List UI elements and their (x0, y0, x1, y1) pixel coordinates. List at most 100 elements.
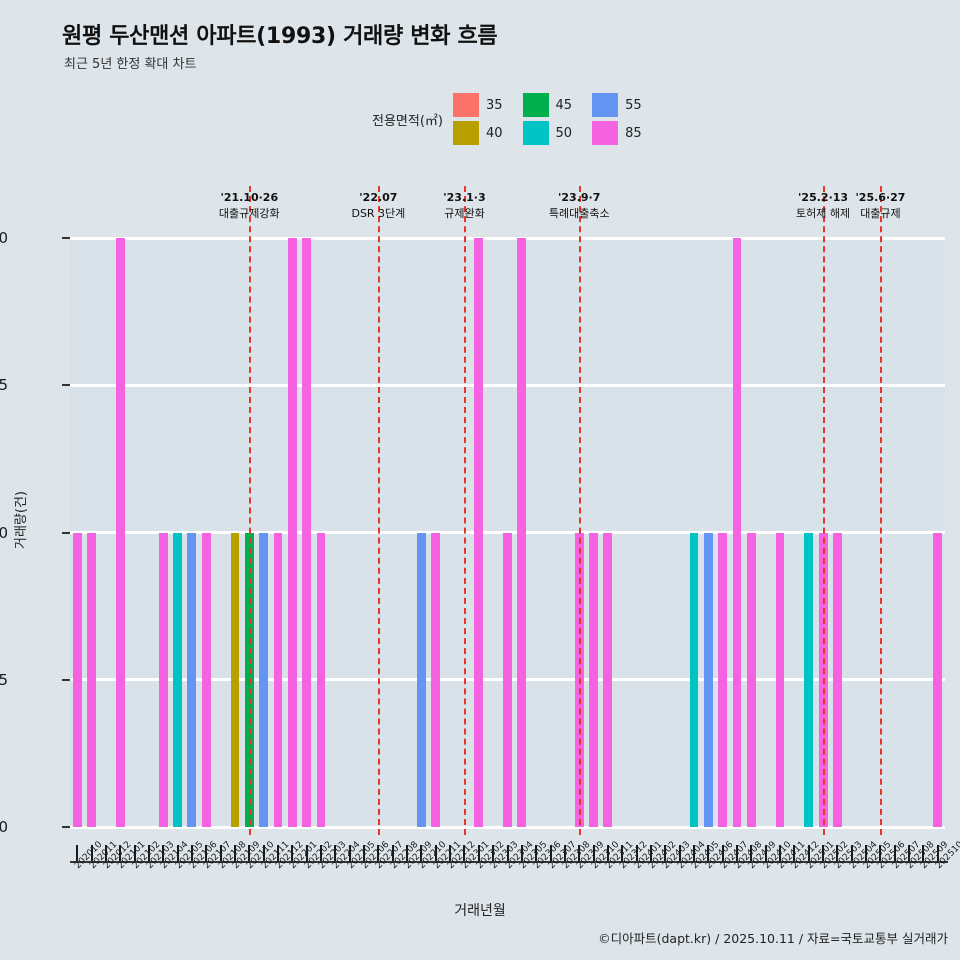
legend-item-35[interactable]: 35 (452, 93, 503, 117)
bar-202405-50[interactable] (689, 532, 699, 827)
event-annotation-text: 규제완화 (444, 206, 485, 220)
event-annotation-1: '22.07 DSR 3단계 (351, 190, 405, 222)
bar-202010-85[interactable] (72, 532, 82, 827)
x-tick-mark (592, 845, 595, 861)
x-tick-mark (779, 845, 782, 861)
chart-subtitle: 최근 5년 한정 확대 차트 (64, 57, 197, 72)
x-tick-mark (635, 845, 638, 861)
bar-202111-55[interactable] (259, 532, 269, 827)
event-annotation-date: '25.6·27 (855, 191, 906, 204)
legend-item-50[interactable]: 50 (522, 121, 572, 145)
bar-202503-85[interactable] (832, 532, 842, 827)
x-tick-mark (420, 845, 423, 861)
x-tick-mark (922, 845, 925, 861)
x-tick-mark (205, 845, 208, 861)
bar-202411-85[interactable] (775, 532, 785, 827)
event-annotation-2: '23.1·3 규제완화 (443, 190, 485, 222)
bar-202210-55[interactable] (416, 532, 426, 827)
bar-202112-85[interactable] (273, 532, 283, 827)
bar-202201-85[interactable] (287, 238, 297, 827)
bar-202107-85[interactable] (201, 532, 211, 827)
bar-202305-85[interactable] (517, 238, 527, 827)
bar-202407-85[interactable] (718, 532, 728, 827)
event-annotation-text: 특례대출축소 (548, 206, 610, 220)
bar-202510-85[interactable] (933, 532, 943, 827)
x-tick-mark (334, 845, 337, 861)
y-tick-label: 0.0 (0, 818, 8, 836)
legend-swatch-55 (592, 93, 619, 117)
bar-202106-55[interactable] (187, 532, 197, 827)
event-line-2 (464, 186, 467, 835)
x-tick-mark (721, 845, 724, 861)
event-line-1 (378, 186, 381, 835)
x-tick-mark (692, 845, 695, 861)
x-tick-mark (678, 845, 681, 861)
legend-swatch-40 (452, 121, 479, 145)
event-annotation-date: '22.07 (359, 191, 398, 204)
x-tick-mark (219, 845, 222, 861)
x-tick-mark (492, 845, 495, 861)
bar-202104-85[interactable] (158, 532, 168, 827)
bar-202408-85[interactable] (732, 238, 742, 827)
event-line-5 (880, 186, 883, 835)
x-axis-title: 거래년월 (454, 903, 506, 919)
bar-202105-50[interactable] (173, 532, 183, 827)
bar-202310-85[interactable] (589, 532, 598, 827)
x-tick-mark (549, 845, 552, 861)
bar-202304-85[interactable] (503, 532, 512, 827)
x-tick-mark (836, 845, 839, 861)
legend-item-45[interactable]: 45 (522, 93, 572, 117)
x-tick-mark (104, 845, 107, 861)
bar-202501-50[interactable] (804, 532, 814, 827)
event-annotation-5: '25.6·27 대출규제 (855, 190, 905, 222)
event-line-3 (579, 186, 582, 835)
bar-202011-85[interactable] (87, 532, 96, 827)
bar-202406-55[interactable] (703, 532, 713, 827)
x-tick-mark (147, 845, 150, 861)
x-tick-mark (363, 845, 366, 861)
x-tick-mark (879, 845, 882, 861)
x-tick-mark (176, 845, 179, 861)
x-tick-mark (807, 845, 810, 861)
x-tick-mark (348, 845, 351, 861)
x-tick-mark (736, 845, 738, 861)
bar-202202-85[interactable] (302, 238, 312, 827)
x-tick-mark (233, 845, 236, 861)
legend-item-40[interactable]: 40 (452, 121, 503, 145)
event-annotation-date: '23.1·3 (443, 191, 486, 204)
legend-swatch-50 (522, 121, 549, 145)
x-tick-mark (563, 845, 566, 861)
x-tick-mark (305, 845, 308, 861)
x-tick-mark (449, 845, 452, 861)
bar-202203-85[interactable] (316, 532, 326, 827)
x-tick-mark (506, 845, 509, 861)
bar-202311-85[interactable] (603, 532, 613, 827)
bar-202109-40[interactable] (230, 532, 240, 827)
x-axis-line (70, 861, 948, 863)
bar-202211-85[interactable] (431, 532, 441, 827)
bar-202409-85[interactable] (746, 532, 756, 827)
event-line-0 (249, 186, 252, 835)
y-tick-label: 0.5 (0, 670, 8, 689)
x-tick-mark (477, 845, 480, 861)
x-tick-mark (377, 845, 380, 861)
event-annotation-4: '25.2·13 토허제 해제 (796, 190, 850, 222)
x-tick-mark (850, 845, 853, 861)
legend-item-55[interactable]: 55 (592, 93, 642, 117)
x-tick-mark (248, 845, 251, 861)
legend-label-35: 35 (485, 97, 503, 113)
x-tick-mark (936, 845, 939, 861)
event-annotation-date: '25.2·13 (798, 191, 849, 204)
y-tick-mark (62, 678, 70, 681)
x-tick-mark (893, 845, 896, 861)
bar-202110-45[interactable] (244, 532, 254, 827)
y-tick-mark (62, 384, 70, 387)
x-tick-mark (535, 845, 538, 861)
legend-item-85[interactable]: 85 (592, 121, 642, 145)
bar-202302-85[interactable] (474, 238, 484, 827)
bar-202309-85[interactable] (574, 532, 584, 827)
legend-title: 전용면적(㎡) (372, 113, 443, 129)
x-tick-mark (520, 845, 523, 861)
x-tick-mark (793, 845, 796, 861)
bar-202101-85[interactable] (115, 238, 125, 827)
